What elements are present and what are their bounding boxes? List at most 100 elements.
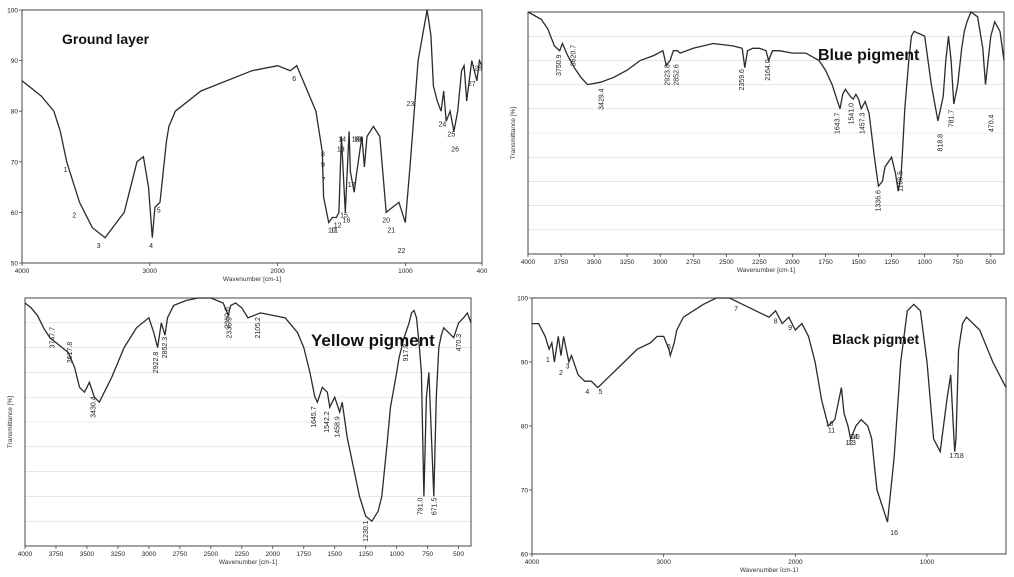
spectrum-line [527, 10, 1005, 192]
x-tick-label: 2250 [235, 551, 250, 558]
x-tick-label: 3250 [620, 259, 635, 266]
peak-label: 21 [387, 228, 395, 235]
y-tick-label: 60 [11, 210, 19, 217]
peak-label: 1643.7 [834, 113, 841, 135]
peak-label: 3747.7 [50, 327, 57, 349]
chart-title: Ground layer [62, 31, 150, 47]
x-tick-label: 1250 [884, 259, 899, 266]
peak-label: 10 [826, 421, 834, 428]
peak-label: 2923.8 [664, 64, 671, 86]
peak-label: 23 [407, 101, 415, 108]
x-axis-label: Wavenumber [cm-1] [737, 267, 795, 274]
peak-label: 1230.1 [363, 520, 370, 542]
x-tick-label: 2500 [204, 551, 219, 558]
spectrum-line [21, 9, 483, 239]
panel-ground-layer: 4000 3000 2000 1000 400 100 90 80 70 60 50 Wavenumb… [7, 8, 488, 284]
y-tick-label: 60 [521, 552, 529, 559]
peak-label: 25 [447, 132, 455, 139]
peak-label: 5 [157, 207, 161, 214]
peak-label: 16 [890, 530, 898, 537]
peak-label: 470.4 [988, 114, 995, 132]
peak-label: 17 [348, 182, 356, 189]
peak-label: 1542.2 [324, 411, 331, 433]
x-tick-label: 1000 [917, 259, 932, 266]
peak-label: 17 [949, 453, 957, 460]
x-tick-label: 750 [422, 551, 433, 558]
y-tick-label: 90 [521, 360, 529, 367]
peak-label: 4 [149, 243, 153, 250]
peak-label: 10 [328, 228, 336, 235]
x-tick-label: 3000 [653, 259, 668, 266]
peak-label: 1 [546, 357, 550, 364]
peak-label: 18 [352, 137, 360, 144]
peak-label: 3617.8 [67, 342, 74, 364]
peak-label: 9 [788, 325, 792, 332]
x-tick-label: 750 [952, 259, 963, 266]
x-axis-label: Wavenumber [cm-1] [740, 567, 798, 572]
chart-title: Yellow pigment [311, 331, 435, 350]
y-axis-label: Transmittance [%] [510, 107, 517, 159]
peak-label: 3429.4 [598, 88, 605, 110]
peak-label: 20 [355, 137, 363, 144]
peak-label: 781.7 [949, 110, 956, 128]
peak-label: 2 [72, 212, 76, 219]
peak-label: 2359.6 [739, 69, 746, 91]
peak-label: 11 [828, 427, 835, 434]
peak-label: 26 [451, 147, 459, 154]
peak-label: 818.8 [938, 134, 945, 152]
x-tick-label: 3750 [554, 259, 569, 266]
peak-label: 917.8 [403, 344, 410, 362]
x-tick-label: 400 [477, 268, 488, 275]
peak-label: 3430.4 [91, 396, 98, 418]
peak-label: 27 [468, 81, 476, 88]
panel-blue-pigment: 4000 3750 3500 3250 3000 2750 2500 2250 2000 1750… [510, 10, 1005, 274]
y-tick-label: 70 [11, 159, 19, 166]
x-tick-label: 2000 [788, 559, 803, 566]
x-tick-label: 2750 [173, 551, 188, 558]
peak-label: 24 [438, 121, 446, 128]
x-tick-label: 1500 [851, 259, 866, 266]
panel-yellow-pigment: 4000 3750 3500 3250 3000 2750 2500 2250 2000 1750… [7, 297, 472, 566]
plot-frame [531, 297, 1007, 555]
peak-label: 5 [599, 389, 603, 396]
x-tick-label: 2750 [686, 259, 701, 266]
y-tick-label: 90 [11, 58, 19, 65]
peak-label: 2164.0 [765, 59, 772, 81]
x-tick-label: 3000 [142, 551, 157, 558]
x-axis-label: Wavenumber [cm-1] [223, 276, 281, 283]
x-tick-label: 1000 [398, 268, 413, 275]
peak-label: 1645.7 [311, 406, 318, 428]
chart-title: Blue pigment [818, 47, 920, 64]
x-tick-label: 2000 [270, 268, 285, 275]
x-tick-label: 500 [985, 259, 996, 266]
peak-label: 8 [774, 319, 778, 326]
plot-frame [21, 9, 483, 264]
peak-label: 9 [321, 162, 325, 169]
x-tick-label: 1000 [920, 559, 935, 566]
spectrum-line [24, 297, 472, 523]
peak-label: 16 [343, 218, 351, 225]
peak-label: 1 [63, 167, 67, 174]
x-tick-label: 1250 [358, 551, 373, 558]
y-tick-label: 100 [517, 296, 528, 303]
peak-label: 1168.5 [897, 171, 904, 192]
y-axis-label: Transmittance [%] [7, 396, 14, 448]
peak-label: 8 [321, 152, 325, 159]
peak-label: 2 [559, 370, 563, 377]
x-tick-label: 2500 [719, 259, 734, 266]
chart-title: Black pigmet [832, 331, 919, 347]
x-tick-label: 3000 [143, 268, 158, 275]
peak-label: 3620.7 [571, 45, 578, 67]
x-tick-label: 2000 [785, 259, 800, 266]
y-tick-label: 80 [11, 109, 19, 116]
peak-label: 3750.9 [556, 54, 563, 76]
peak-label: 19 [354, 137, 362, 144]
peak-label: 7 [322, 177, 326, 184]
peak-label: 12 [334, 223, 342, 230]
peak-label: 11 [331, 228, 338, 235]
x-tick-label: 1000 [389, 551, 404, 558]
x-tick-label: 3500 [80, 551, 95, 558]
peak-label: 470.3 [456, 334, 463, 352]
x-tick-label: 1750 [297, 551, 312, 558]
